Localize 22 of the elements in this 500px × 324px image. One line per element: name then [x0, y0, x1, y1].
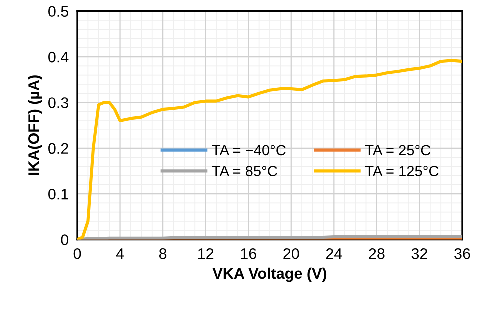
x-tick-label: 20: [284, 248, 300, 260]
x-tick-label: 0: [74, 248, 82, 260]
legend-label: TA = −40°C: [212, 145, 286, 156]
y-tick-label: 0.2: [48, 143, 68, 154]
legend-label: TA = 85°C: [212, 166, 278, 176]
x-tick-label: 32: [412, 248, 428, 260]
y-tick-label: 0.1: [48, 188, 68, 200]
x-tick-label: 12: [198, 248, 214, 260]
y-tick-label: 0.5: [48, 6, 69, 18]
y-tick-label: 0.4: [48, 52, 69, 63]
y-tick-label: 0.3: [48, 98, 68, 108]
x-tick-label: 16: [241, 248, 256, 260]
x-axis-title: VKA Voltage (V): [212, 268, 327, 282]
y-axis-title: IKA(OFF) (µA): [28, 76, 42, 176]
legend-label: TA = 125°C: [366, 166, 439, 176]
legend-label: TA = 25°C: [366, 145, 431, 156]
x-tick-label: 36: [454, 248, 470, 260]
y-tick-label: 0: [61, 234, 69, 246]
x-tick-label: 8: [159, 248, 167, 260]
x-tick-label: 24: [326, 248, 342, 260]
x-tick-label: 28: [369, 248, 385, 260]
x-tick-label: 4: [116, 248, 124, 260]
